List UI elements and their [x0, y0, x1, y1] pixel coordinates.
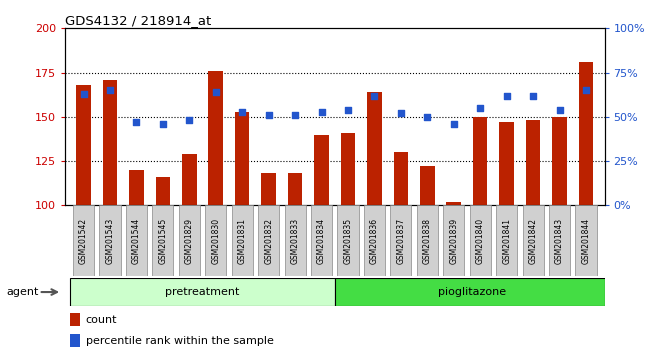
- Bar: [70, 313, 80, 326]
- Text: GSM201842: GSM201842: [528, 218, 538, 264]
- Point: [528, 93, 538, 98]
- Text: GSM201542: GSM201542: [79, 218, 88, 264]
- Text: GSM201833: GSM201833: [291, 218, 300, 264]
- Bar: [473, 117, 488, 205]
- Bar: [523, 205, 543, 276]
- Text: GSM201545: GSM201545: [159, 218, 167, 264]
- Text: GSM201835: GSM201835: [343, 218, 352, 264]
- Point: [131, 119, 142, 125]
- Bar: [205, 205, 226, 276]
- Point: [158, 121, 168, 127]
- Bar: [235, 112, 250, 205]
- Text: GDS4132 / 218914_at: GDS4132 / 218914_at: [65, 13, 211, 27]
- Point: [317, 109, 327, 114]
- Bar: [341, 133, 356, 205]
- Point: [78, 91, 88, 97]
- Point: [581, 87, 592, 93]
- Point: [263, 112, 274, 118]
- Point: [422, 114, 432, 120]
- Bar: [496, 205, 517, 276]
- Bar: [390, 205, 411, 276]
- Bar: [182, 154, 196, 205]
- Text: GSM201837: GSM201837: [396, 218, 406, 264]
- Bar: [231, 205, 253, 276]
- Point: [554, 107, 565, 113]
- Bar: [552, 117, 567, 205]
- Bar: [261, 173, 276, 205]
- Point: [184, 118, 194, 123]
- Bar: [70, 334, 80, 347]
- Bar: [129, 170, 144, 205]
- Bar: [337, 205, 359, 276]
- Bar: [288, 173, 302, 205]
- Text: GSM201839: GSM201839: [449, 218, 458, 264]
- Bar: [152, 205, 174, 276]
- Bar: [103, 80, 117, 205]
- Point: [105, 87, 115, 93]
- Text: GSM201829: GSM201829: [185, 218, 194, 264]
- Point: [237, 109, 248, 114]
- Point: [211, 89, 221, 95]
- Bar: [76, 85, 91, 205]
- Text: GSM201831: GSM201831: [238, 218, 247, 264]
- Text: pretreatment: pretreatment: [165, 287, 240, 297]
- Point: [396, 110, 406, 116]
- Text: pioglitazone: pioglitazone: [438, 287, 506, 297]
- Text: GSM201836: GSM201836: [370, 218, 379, 264]
- Point: [369, 93, 380, 98]
- Point: [343, 107, 353, 113]
- Bar: [394, 152, 408, 205]
- Bar: [417, 205, 438, 276]
- Bar: [526, 120, 540, 205]
- Text: GSM201841: GSM201841: [502, 218, 511, 264]
- Text: GSM201834: GSM201834: [317, 218, 326, 264]
- Bar: [179, 205, 200, 276]
- Bar: [447, 202, 461, 205]
- Point: [501, 93, 512, 98]
- Text: count: count: [86, 315, 117, 325]
- Bar: [314, 135, 329, 205]
- Bar: [549, 205, 570, 276]
- Text: GSM201544: GSM201544: [132, 218, 141, 264]
- Bar: [126, 205, 147, 276]
- Bar: [499, 122, 514, 205]
- Bar: [578, 62, 593, 205]
- Text: GSM201830: GSM201830: [211, 218, 220, 264]
- Text: percentile rank within the sample: percentile rank within the sample: [86, 336, 274, 346]
- Bar: [99, 205, 120, 276]
- Text: GSM201840: GSM201840: [476, 218, 485, 264]
- Bar: [258, 205, 280, 276]
- Bar: [443, 205, 464, 276]
- Text: agent: agent: [6, 287, 39, 297]
- Bar: [285, 205, 306, 276]
- Text: GSM201832: GSM201832: [264, 218, 273, 264]
- Point: [290, 112, 300, 118]
- Bar: [420, 166, 435, 205]
- Bar: [70, 278, 335, 306]
- Point: [475, 105, 486, 111]
- Bar: [335, 278, 604, 306]
- Bar: [311, 205, 332, 276]
- Text: GSM201543: GSM201543: [105, 218, 114, 264]
- Bar: [575, 205, 597, 276]
- Point: [448, 121, 459, 127]
- Bar: [364, 205, 385, 276]
- Text: GSM201843: GSM201843: [555, 218, 564, 264]
- Bar: [209, 71, 223, 205]
- Text: GSM201838: GSM201838: [422, 218, 432, 264]
- Bar: [469, 205, 491, 276]
- Bar: [73, 205, 94, 276]
- Bar: [155, 177, 170, 205]
- Bar: [367, 92, 382, 205]
- Text: GSM201844: GSM201844: [582, 218, 590, 264]
